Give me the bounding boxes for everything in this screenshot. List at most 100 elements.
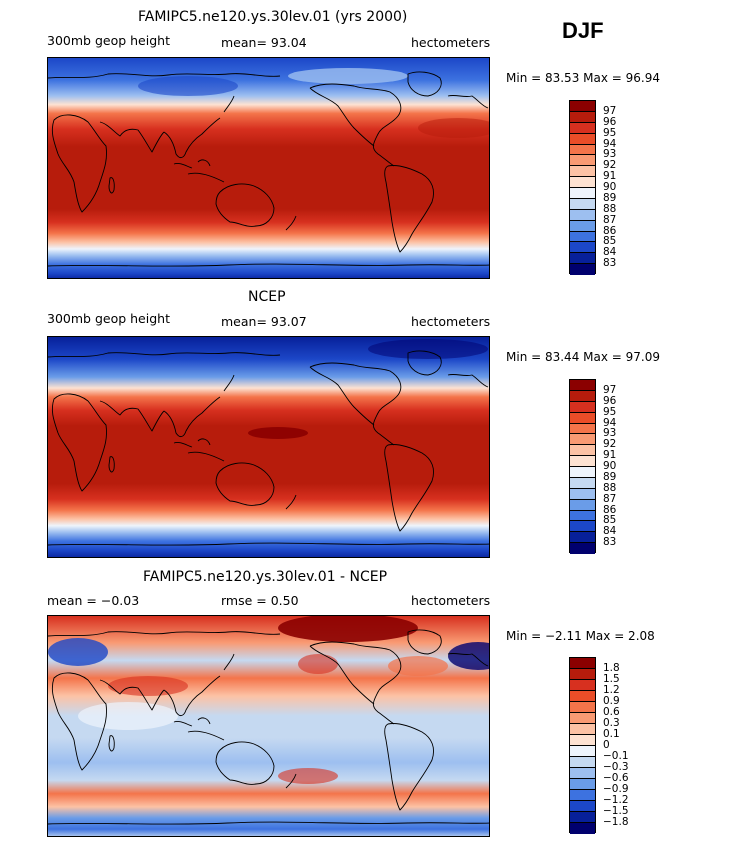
colorbar-swatch	[570, 155, 595, 167]
colorbar-swatch	[570, 724, 595, 735]
panel1-map	[47, 57, 490, 279]
panel2-mean: mean= 93.07	[221, 314, 307, 329]
colorbar-swatch	[570, 445, 595, 457]
panel2-left-label: 300mb geop height	[47, 311, 170, 326]
colorbar-swatch	[570, 467, 595, 478]
colorbar-swatch	[570, 220, 595, 232]
colorbar-tick-label: 84	[603, 525, 617, 538]
colorbar-swatch	[570, 477, 595, 489]
colorbar-tick-label: −0.3	[603, 761, 629, 773]
colorbar-swatch	[570, 757, 595, 768]
colorbar-tick-label: 85	[603, 514, 617, 527]
colorbar-tick-label: 94	[603, 416, 617, 429]
colorbar-tick-label: 89	[603, 470, 617, 483]
colorbar-swatch	[570, 101, 595, 112]
colorbar-tick-label: 85	[603, 235, 617, 248]
colorbar-swatch	[570, 790, 595, 801]
colorbar-tick-label: 96	[603, 394, 617, 407]
colorbar-tick-label: 93	[603, 427, 617, 440]
colorbar-tick-label: 91	[603, 449, 617, 462]
colorbar-swatch	[570, 198, 595, 210]
colorbar-swatch	[570, 691, 595, 702]
panel3-rmse: rmse = 0.50	[221, 593, 299, 608]
colorbar-swatch	[570, 812, 595, 823]
colorbar-tick-label: 96	[603, 115, 617, 128]
colorbar-tick-label: 1.8	[603, 662, 620, 674]
colorbar-tick-label: −0.1	[603, 750, 629, 762]
colorbar-swatch	[570, 521, 595, 533]
colorbar-swatch	[570, 456, 595, 467]
colorbar-swatch	[570, 735, 595, 746]
colorbar-tick-label: 92	[603, 159, 617, 172]
colorbar-tick-label: 93	[603, 148, 617, 161]
colorbar-tick-label: 95	[603, 126, 617, 139]
colorbar-swatch	[570, 133, 595, 145]
colorbar-swatch	[570, 669, 595, 680]
colorbar-tick-label: −1.5	[603, 805, 629, 817]
panel1-minmax: Min = 83.53 Max = 96.94	[506, 71, 660, 85]
colorbar-tick-label: 95	[603, 405, 617, 418]
colorbar-swatch	[570, 510, 595, 522]
colorbar-swatch	[570, 543, 595, 554]
colorbar-tick-label: 83	[603, 536, 617, 549]
colorbar-swatch	[570, 779, 595, 790]
colorbar-tick-label: 97	[603, 104, 617, 117]
colorbar-swatch	[570, 801, 595, 812]
colorbar-tick-label: 0.1	[603, 728, 620, 740]
colorbar-swatch	[570, 434, 595, 446]
panel3-title: FAMIPC5.ne120.ys.30lev.01 - NCEP	[143, 569, 388, 585]
panel2-minmax: Min = 83.44 Max = 97.09	[506, 350, 660, 364]
season-label: DJF	[562, 18, 604, 43]
colorbar-swatch	[570, 532, 595, 544]
colorbar-swatch	[570, 488, 595, 500]
panel3-minmax: Min = −2.11 Max = 2.08	[506, 629, 655, 643]
colorbar-swatch	[570, 122, 595, 134]
colorbar-tick-label: 91	[603, 170, 617, 183]
panel3-map	[47, 615, 490, 837]
colorbar-tick-label: 88	[603, 481, 617, 494]
colorbar-swatch	[570, 144, 595, 156]
colorbar-swatch	[570, 658, 595, 669]
colorbar-tick-label: 87	[603, 213, 617, 226]
colorbar-tick-label: 0.3	[603, 717, 620, 729]
colorbar-tick-label: −1.8	[603, 816, 629, 828]
colorbar-swatch	[570, 111, 595, 123]
colorbar-tick-label: −1.2	[603, 794, 629, 806]
colorbar-swatch	[570, 242, 595, 254]
colorbar-tick-label: 0	[603, 739, 610, 751]
panel2-map	[47, 336, 490, 558]
colorbar-swatch	[570, 390, 595, 402]
colorbar-tick-label: 94	[603, 137, 617, 150]
colorbar-swatch	[570, 380, 595, 391]
colorbar-tick-label: 90	[603, 181, 617, 193]
colorbar-tick-label: −0.6	[603, 772, 629, 784]
colorbar-tick-label: 87	[603, 492, 617, 505]
colorbar-tick-label: 89	[603, 191, 617, 204]
panel3-units: hectometers	[411, 593, 491, 608]
colorbar-tick-label: −0.9	[603, 783, 629, 795]
colorbar-swatch	[570, 264, 595, 275]
panel3-mean: mean = −0.03	[47, 593, 140, 608]
colorbar-swatch	[570, 209, 595, 221]
colorbar-tick-label: 1.5	[603, 673, 620, 685]
colorbar-swatch	[570, 423, 595, 435]
colorbar-swatch	[570, 702, 595, 713]
colorbar-tick-label: 90	[603, 460, 617, 472]
colorbar-tick-label: 92	[603, 438, 617, 451]
colorbar-swatch	[570, 401, 595, 413]
colorbar-tick-label: 84	[603, 246, 617, 259]
colorbar-swatch	[570, 680, 595, 691]
colorbar-swatch	[570, 768, 595, 779]
colorbar-swatch	[570, 713, 595, 724]
panel2-units: hectometers	[411, 314, 491, 329]
panel1-units: hectometers	[411, 35, 491, 50]
colorbar-swatch	[570, 231, 595, 243]
colorbar-tick-label: 86	[603, 224, 617, 237]
panel1-colorbar	[569, 100, 596, 275]
panel1-title: FAMIPC5.ne120.ys.30lev.01 (yrs 2000)	[138, 9, 408, 25]
panel1-mean: mean= 93.04	[221, 35, 307, 50]
colorbar-tick-label: 83	[603, 257, 617, 270]
colorbar-swatch	[570, 253, 595, 265]
colorbar-swatch	[570, 177, 595, 188]
colorbar-tick-label: 0.6	[603, 706, 620, 718]
